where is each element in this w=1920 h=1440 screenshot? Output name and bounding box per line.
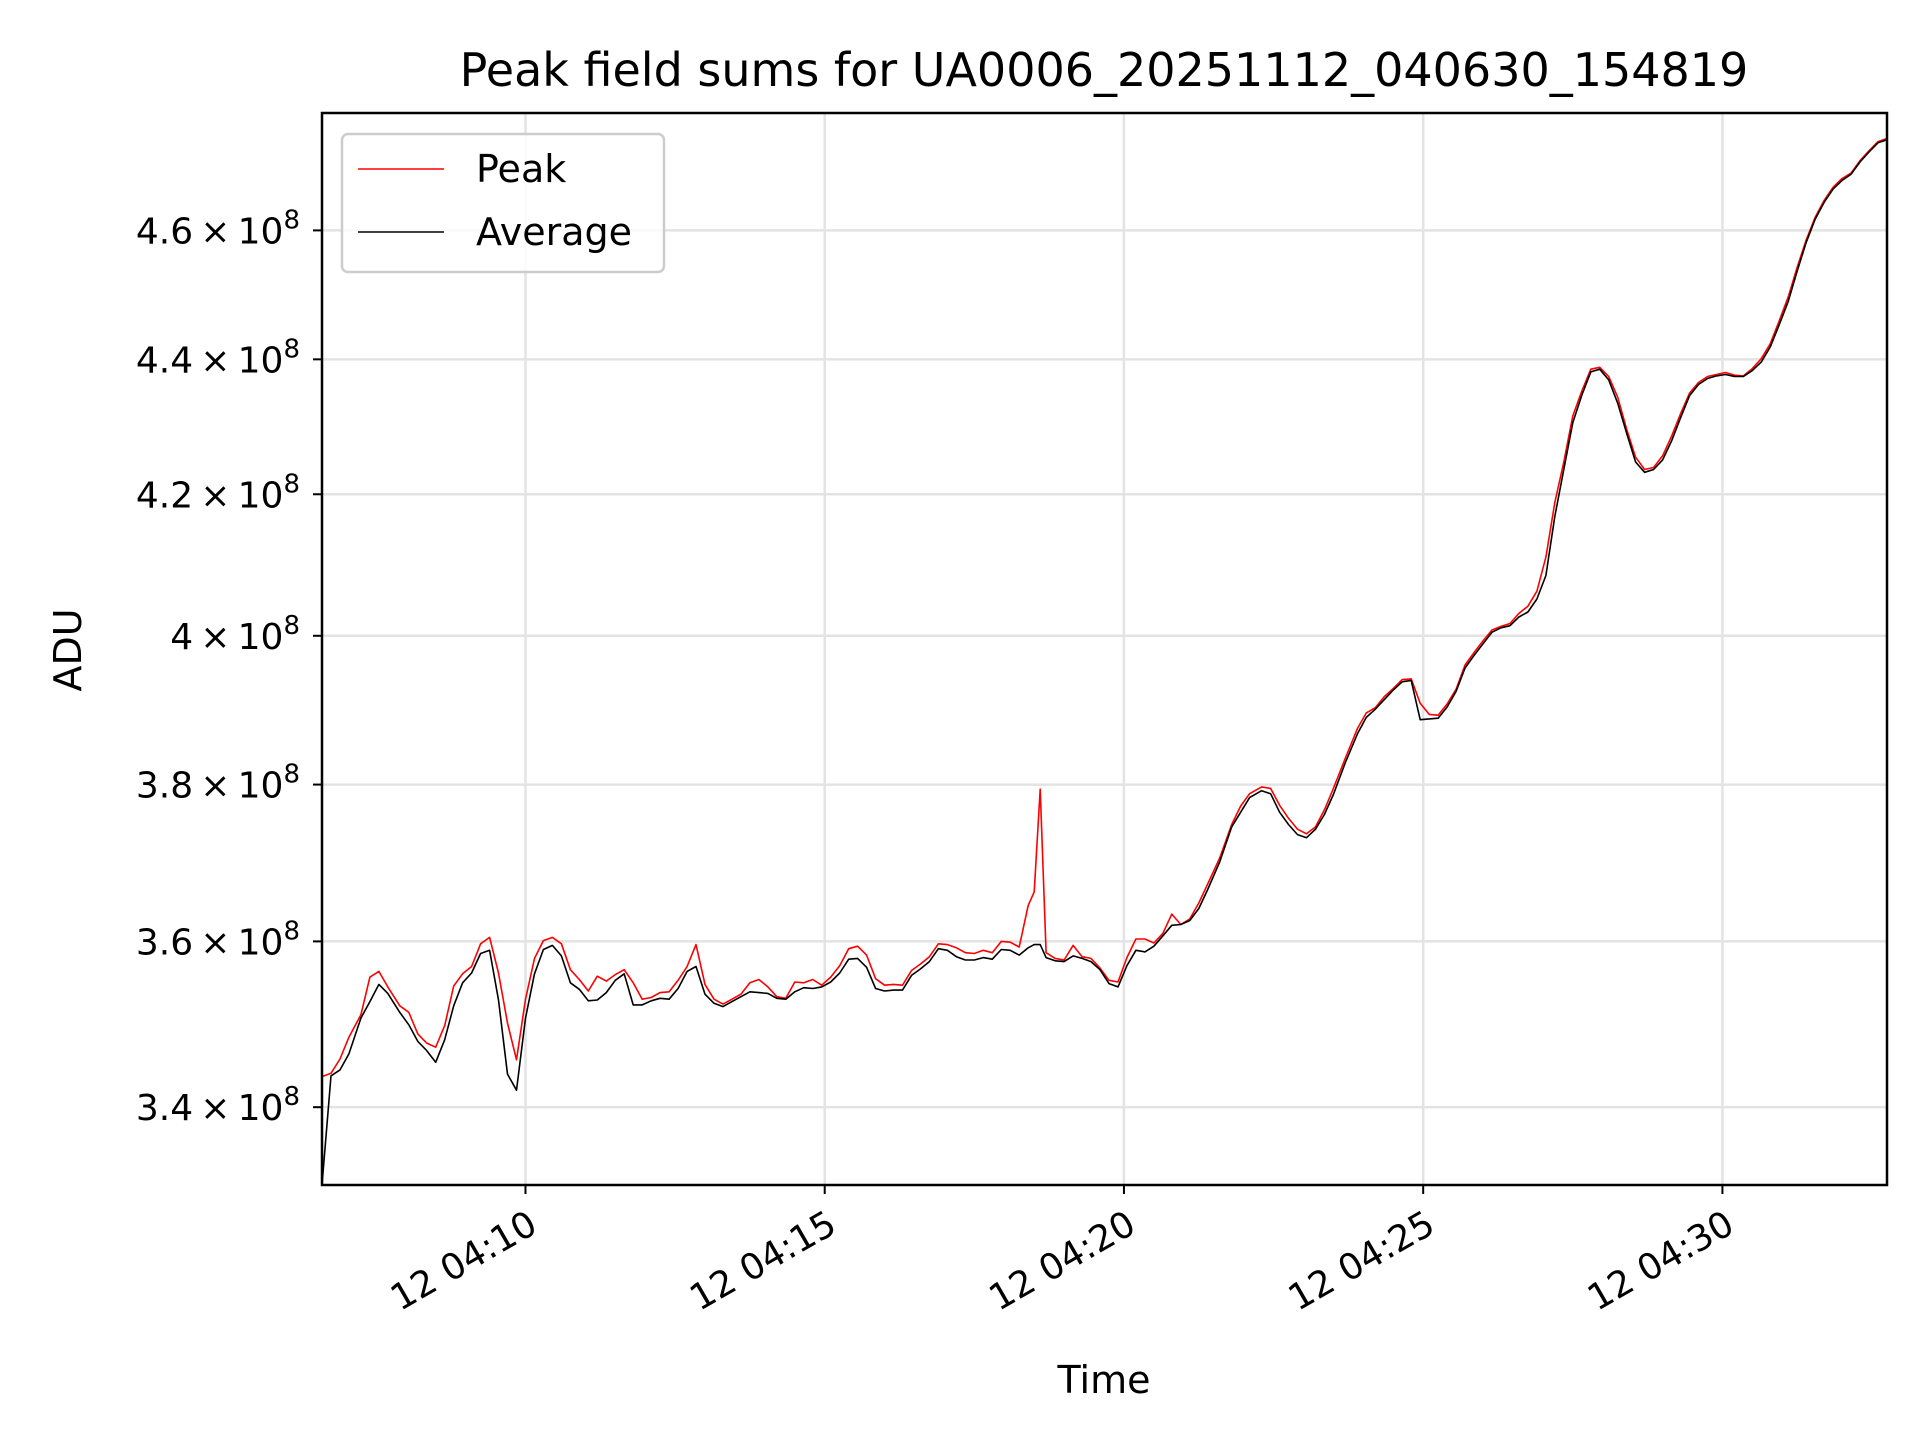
y-tick-exponent: 8	[283, 916, 300, 946]
y-tick-exponent: 8	[283, 760, 300, 790]
plot-frame	[320, 111, 1889, 1187]
legend-average-label: Average	[476, 210, 632, 254]
legend: Peak Average	[340, 132, 666, 274]
series-line-average	[322, 139, 1887, 1185]
y-tick-label: 4.6 × 108	[136, 205, 300, 252]
y-tick-exponent: 8	[283, 469, 300, 499]
y-axis-label: ADU	[46, 608, 90, 691]
y-tick-label: 4 × 108	[170, 611, 300, 658]
y-tick-label: 3.4 × 108	[136, 1082, 300, 1129]
x-axis-label: Time	[1057, 1358, 1151, 1402]
y-tick-exponent: 8	[283, 205, 300, 235]
series-line-peak	[322, 137, 1887, 1078]
y-tick-label: 3.8 × 108	[136, 760, 300, 807]
legend-peak-label: Peak	[476, 147, 566, 191]
y-tick-label: 3.6 × 108	[136, 916, 300, 963]
y-tick-exponent: 8	[283, 611, 300, 641]
chart-title: Peak field sums for UA0006_20251112_0406…	[460, 43, 1749, 97]
y-tick-label: 4.2 × 108	[136, 469, 300, 516]
y-tick-exponent: 8	[283, 1082, 300, 1112]
grid-layer	[322, 113, 1887, 1185]
series-layer	[322, 137, 1887, 1185]
y-tick-label: 4.4 × 108	[136, 334, 300, 381]
y-tick-exponent: 8	[283, 334, 300, 364]
